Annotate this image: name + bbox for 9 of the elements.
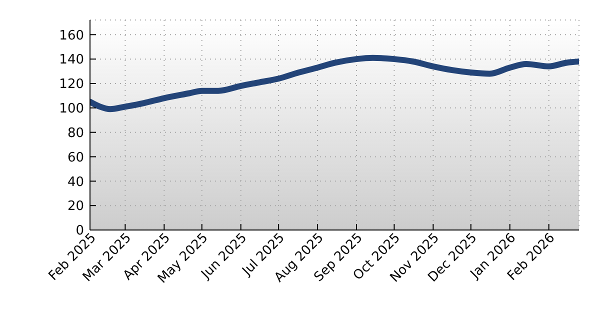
y-tick-label: 160: [59, 28, 84, 44]
y-tick-label: 120: [59, 77, 84, 92]
y-tick-label: 60: [67, 150, 84, 166]
y-tick-label: 40: [67, 174, 84, 190]
y-tick-label: 20: [67, 199, 84, 214]
y-tick-label: 140: [59, 52, 84, 68]
y-tick-label: 80: [67, 126, 84, 141]
y-tick-label: 0: [76, 224, 84, 239]
y-tick-label: 100: [59, 102, 84, 117]
